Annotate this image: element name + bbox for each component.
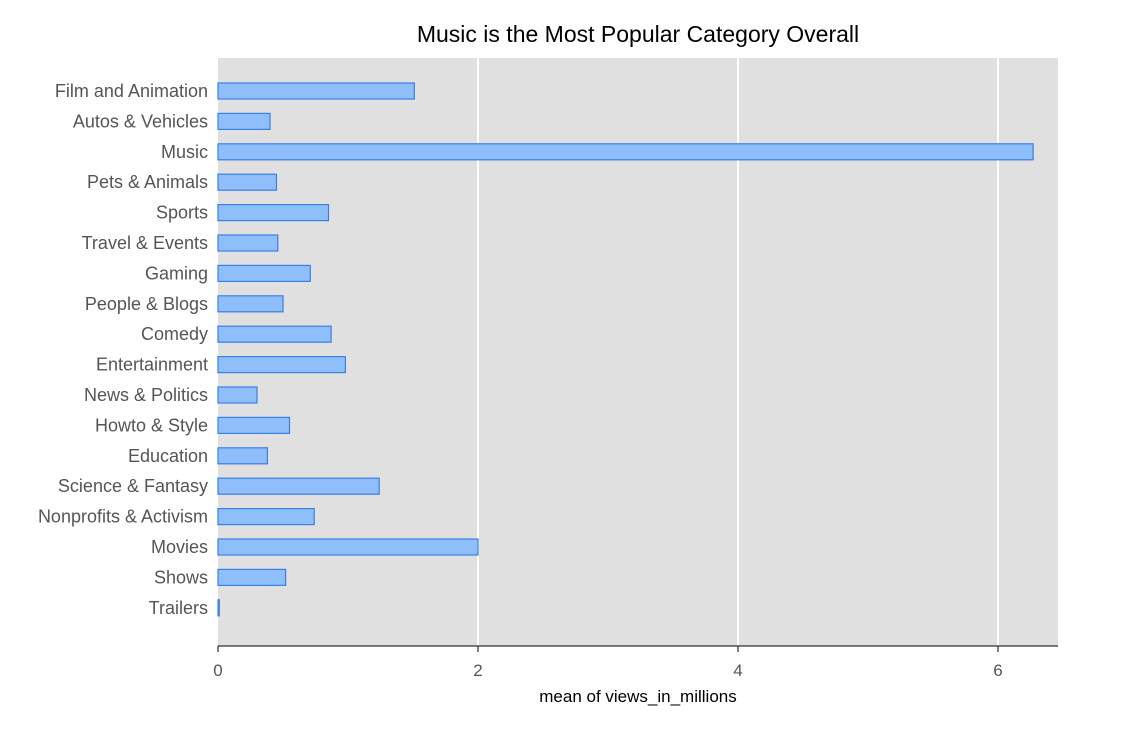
bar — [217, 173, 278, 191]
category-label: Shows — [154, 567, 208, 587]
bar — [217, 295, 284, 313]
x-tick-label: 6 — [993, 661, 1002, 680]
x-tick-label: 4 — [733, 661, 742, 680]
category-label: Education — [128, 446, 208, 466]
category-label: News & Politics — [84, 385, 208, 405]
category-label: Travel & Events — [82, 233, 208, 253]
category-label: Trailers — [149, 598, 208, 618]
category-label: Comedy — [141, 324, 208, 344]
category-label: Music — [161, 142, 208, 162]
x-tick-label: 0 — [213, 661, 222, 680]
bar — [217, 477, 380, 495]
category-label: Howto & Style — [95, 415, 208, 435]
category-label: Gaming — [145, 263, 208, 283]
x-axis-title: mean of views_in_millions — [539, 687, 736, 706]
bar — [217, 356, 347, 374]
bar — [217, 112, 271, 131]
bar — [217, 568, 287, 587]
category-label: Nonprofits & Activism — [38, 507, 208, 527]
bar — [217, 234, 279, 252]
bar — [217, 325, 332, 343]
chart-title: Music is the Most Popular Category Overa… — [417, 21, 859, 47]
bar — [217, 264, 311, 282]
bar — [217, 508, 315, 526]
category-label: Autos & Vehicles — [73, 111, 208, 131]
category-label: Pets & Animals — [87, 172, 208, 192]
x-axis-ticks: 0 2 4 6 — [213, 646, 1003, 680]
bar — [217, 599, 220, 617]
category-labels: Film and Animation Autos & Vehicles Music P… — [38, 81, 208, 618]
bars — [217, 82, 1034, 617]
x-tick-label: 2 — [473, 661, 482, 680]
bar — [217, 204, 330, 222]
category-label: Movies — [151, 537, 208, 557]
bar — [217, 538, 479, 556]
category-label: Film and Animation — [55, 81, 208, 101]
category-label: Entertainment — [96, 355, 208, 375]
bar — [217, 386, 258, 404]
category-label: People & Blogs — [85, 294, 208, 314]
category-label: Sports — [156, 203, 208, 223]
bar — [217, 82, 415, 100]
bar — [217, 416, 291, 434]
bar — [217, 447, 269, 465]
bar — [217, 143, 1034, 161]
category-label: Science & Fantasy — [58, 476, 208, 496]
